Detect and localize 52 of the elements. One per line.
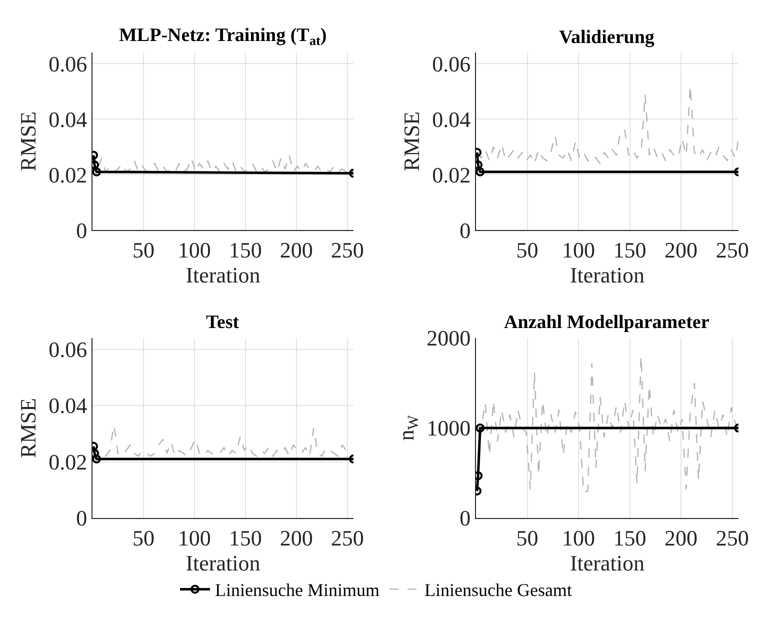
chart-title: MLP-Netz: Training (T$_{at}$) (119, 25, 327, 48)
y-axis-title: RMSE (398, 111, 424, 172)
x-tick-label: 50 (132, 525, 154, 550)
point (92, 160, 100, 170)
point (92, 448, 100, 458)
y-tick-label: 1000 (426, 416, 471, 441)
y-axis-title: RMSE (15, 398, 40, 458)
x-tick-label: 200 (280, 238, 313, 263)
legend-label: Liniensuche Gesamt (424, 580, 572, 600)
x-tick-label: 50 (516, 525, 538, 550)
x-tick-label: 200 (280, 525, 313, 550)
y-tick-label: 0.04 (48, 106, 88, 132)
y-tick-label: 0.06 (48, 51, 88, 76)
x-tick-label: 100 (178, 525, 211, 550)
x-axis-title: Iteration (570, 262, 645, 288)
x-tick-label: 150 (228, 238, 262, 263)
x-tick-label: 50 (516, 238, 538, 263)
y-tick-label: 0.02 (48, 162, 88, 188)
y-tick-label: 0 (76, 218, 88, 243)
x-tick-label: 100 (178, 238, 211, 263)
y-tick-label: 2000 (426, 326, 471, 351)
x-axis-title: Iteration (186, 550, 260, 576)
y-tick-label: 0.04 (432, 106, 471, 132)
y-tick-label: 0.02 (48, 449, 88, 474)
point (476, 471, 483, 480)
point (476, 160, 483, 170)
y-tick-label: 0 (460, 218, 471, 243)
x-tick-label: 150 (613, 525, 646, 550)
x-tick-label: 200 (664, 525, 698, 550)
y-axis-title: RMSE (15, 111, 40, 172)
y-tick-label: 0.06 (48, 336, 88, 362)
chart-title: Validierung (559, 27, 655, 48)
x-tick-label: 100 (562, 525, 596, 550)
chart-title: Test (206, 312, 240, 333)
x-tick-label: 100 (562, 238, 596, 263)
y-tick-label: 0.06 (432, 51, 471, 76)
chart-title: Anzahl Modellparameter (504, 312, 710, 333)
y-tick-label: 0.04 (48, 393, 88, 418)
x-tick-label: 250 (330, 525, 364, 550)
x-tick-label: 250 (330, 238, 364, 263)
y-tick-label: 0.02 (432, 162, 471, 188)
y-tick-label: 0 (460, 506, 471, 531)
y-tick-label: 0 (76, 506, 88, 531)
x-axis-title: Iteration (570, 550, 645, 576)
legend-label: Liniensuche Minimum (215, 580, 380, 600)
x-tick-label: 150 (228, 525, 262, 550)
x-tick-label: 250 (716, 238, 749, 263)
x-tick-label: 50 (132, 238, 154, 263)
x-tick-label: 150 (613, 238, 646, 263)
x-axis-title: Iteration (186, 262, 260, 288)
x-tick-label: 250 (716, 525, 749, 550)
x-tick-label: 200 (664, 238, 698, 263)
